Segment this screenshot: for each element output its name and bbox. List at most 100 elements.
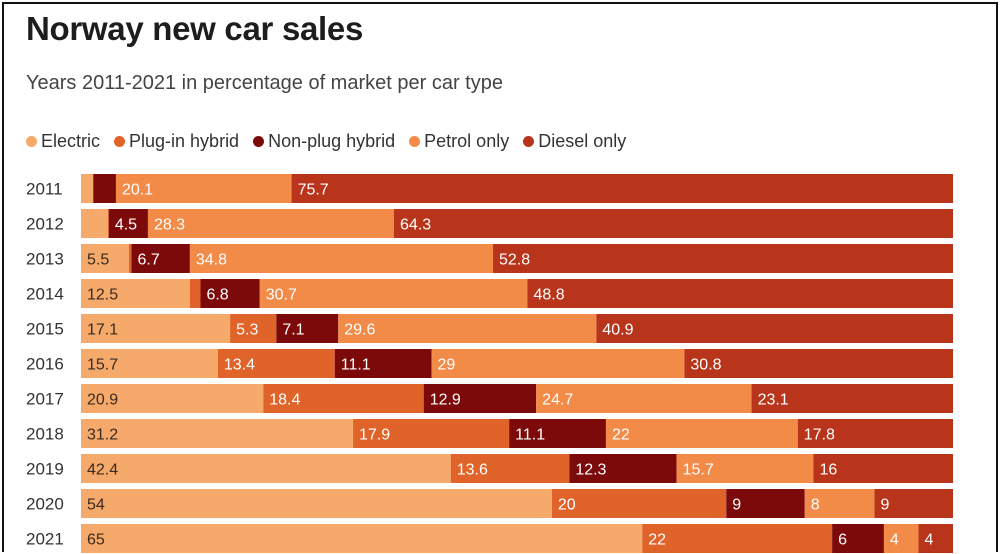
bar-2012-diesel-only xyxy=(393,209,954,238)
bar-2018-non-plug-hybrid xyxy=(509,419,606,448)
data-label-2016-diesel-only: 30.8 xyxy=(690,357,721,374)
data-label-2012-non-plug-hybrid: 4.5 xyxy=(115,217,137,234)
bar-2016-electric xyxy=(81,349,218,378)
data-label-2014-diesel-only: 48.8 xyxy=(533,287,564,304)
bar-2014-diesel-only xyxy=(527,279,953,308)
data-label-2015-petrol-only: 29.6 xyxy=(344,322,375,339)
year-label-2012: 2012 xyxy=(26,215,64,234)
bar-2015-petrol-only xyxy=(338,314,597,343)
data-label-2014-electric: 12.5 xyxy=(87,287,118,304)
data-label-2015-diesel-only: 40.9 xyxy=(602,322,633,339)
bar-2016-petrol-only xyxy=(431,349,685,378)
year-label-2013: 2013 xyxy=(26,250,64,269)
bar-2017-electric xyxy=(81,384,264,413)
data-label-2015-plug-in-hybrid: 5.3 xyxy=(236,322,258,339)
legend-label-electric: Electric xyxy=(41,131,101,151)
data-label-2019-non-plug-hybrid: 12.3 xyxy=(575,462,606,479)
bar-2020-plug-in-hybrid xyxy=(551,489,727,518)
data-label-2018-petrol-only: 22 xyxy=(612,427,630,444)
data-label-2019-plug-in-hybrid: 13.6 xyxy=(457,462,488,479)
bar-2013-plug-in-hybrid xyxy=(128,244,132,273)
legend-swatch-non-plug-hybrid xyxy=(253,136,265,147)
data-label-2015-electric: 17.1 xyxy=(87,322,118,339)
data-label-2016-petrol-only: 29 xyxy=(438,357,456,374)
bar-2017-diesel-only xyxy=(751,384,953,413)
bar-2013-non-plug-hybrid xyxy=(131,244,190,273)
bar-2020-non-plug-hybrid xyxy=(726,489,805,518)
data-label-2012-diesel-only: 64.3 xyxy=(400,217,431,234)
data-label-2012-petrol-only: 28.3 xyxy=(154,217,185,234)
data-label-2021-petrol-only: 4 xyxy=(890,532,899,549)
bar-2018-petrol-only xyxy=(605,419,798,448)
data-label-2014-non-plug-hybrid: 6.8 xyxy=(206,287,228,304)
bar-2013-diesel-only xyxy=(493,244,953,273)
data-label-2011-diesel-only: 75.7 xyxy=(298,182,329,199)
year-label-2015: 2015 xyxy=(26,320,64,339)
data-label-2016-plug-in-hybrid: 13.4 xyxy=(224,357,255,374)
data-label-2021-electric: 65 xyxy=(87,532,105,549)
bar-2019-diesel-only xyxy=(813,454,953,483)
bar-2018-electric xyxy=(81,419,354,448)
bar-2015-plug-in-hybrid xyxy=(230,314,277,343)
data-label-2016-electric: 15.7 xyxy=(87,357,118,374)
bar-2018-plug-in-hybrid xyxy=(353,419,510,448)
data-label-2018-non-plug-hybrid: 11.1 xyxy=(515,427,545,444)
legend-swatch-plug-in-hybrid xyxy=(114,136,126,147)
data-label-2020-plug-in-hybrid: 20 xyxy=(558,497,576,514)
bar-2015-non-plug-hybrid xyxy=(276,314,339,343)
data-label-2013-non-plug-hybrid: 6.7 xyxy=(138,252,160,269)
bar-2020-petrol-only xyxy=(804,489,875,518)
bar-2012-non-plug-hybrid xyxy=(108,209,148,238)
bar-2019-electric xyxy=(81,454,451,483)
data-label-2014-petrol-only: 30.7 xyxy=(266,287,297,304)
data-label-2013-electric: 5.5 xyxy=(87,252,109,269)
legend-label-diesel-only: Diesel only xyxy=(538,131,627,151)
year-label-2014: 2014 xyxy=(26,285,64,304)
bar-2017-petrol-only xyxy=(536,384,752,413)
data-label-2021-non-plug-hybrid: 6 xyxy=(838,532,847,549)
year-label-2019: 2019 xyxy=(26,460,64,479)
bar-2011-petrol-only xyxy=(115,174,292,203)
bar-2013-electric xyxy=(81,244,129,273)
chart-legend: Electric Plug-in hybrid Non-plug hybrid … xyxy=(26,131,626,152)
data-label-2013-diesel-only: 52.8 xyxy=(499,252,530,269)
year-label-2017: 2017 xyxy=(26,390,64,409)
data-label-2017-petrol-only: 24.7 xyxy=(542,392,573,409)
bar-2021-plug-in-hybrid xyxy=(642,524,833,553)
bar-2020-electric xyxy=(81,489,552,518)
data-label-2013-petrol-only: 34.8 xyxy=(196,252,227,269)
legend-item-electric: Electric xyxy=(26,131,100,152)
bar-2016-non-plug-hybrid xyxy=(334,349,432,378)
bar-2018-diesel-only xyxy=(797,419,953,448)
bar-2011-electric xyxy=(81,174,94,203)
data-label-2020-non-plug-hybrid: 9 xyxy=(732,497,741,514)
data-label-2019-petrol-only: 15.7 xyxy=(683,462,714,479)
bar-2016-diesel-only xyxy=(684,349,953,378)
year-label-2016: 2016 xyxy=(26,355,64,374)
bar-2014-non-plug-hybrid xyxy=(200,279,260,308)
bar-2021-electric xyxy=(81,524,643,553)
data-label-2020-electric: 54 xyxy=(87,497,105,514)
bar-2011-non-plug-hybrid xyxy=(93,174,116,203)
legend-item-plug-in-hybrid: Plug-in hybrid xyxy=(114,131,239,152)
bar-2016-plug-in-hybrid xyxy=(217,349,335,378)
data-label-2020-petrol-only: 8 xyxy=(811,497,820,514)
bar-2015-diesel-only xyxy=(596,314,953,343)
bar-2021-petrol-only xyxy=(883,524,919,553)
data-label-2017-electric: 20.9 xyxy=(87,392,118,409)
data-label-2017-plug-in-hybrid: 18.4 xyxy=(269,392,300,409)
bar-2012-petrol-only xyxy=(147,209,394,238)
year-label-2020: 2020 xyxy=(26,495,64,514)
bar-2013-petrol-only xyxy=(189,244,494,273)
data-label-2015-non-plug-hybrid: 7.1 xyxy=(282,322,304,339)
data-label-2019-diesel-only: 16 xyxy=(819,462,837,479)
bar-2019-non-plug-hybrid xyxy=(569,454,677,483)
bar-2014-petrol-only xyxy=(259,279,528,308)
bar-2021-diesel-only xyxy=(918,524,953,553)
year-label-2018: 2018 xyxy=(26,425,64,444)
bar-2014-plug-in-hybrid xyxy=(190,279,201,308)
data-label-2018-diesel-only: 17.8 xyxy=(804,427,835,444)
bar-2017-non-plug-hybrid xyxy=(423,384,537,413)
